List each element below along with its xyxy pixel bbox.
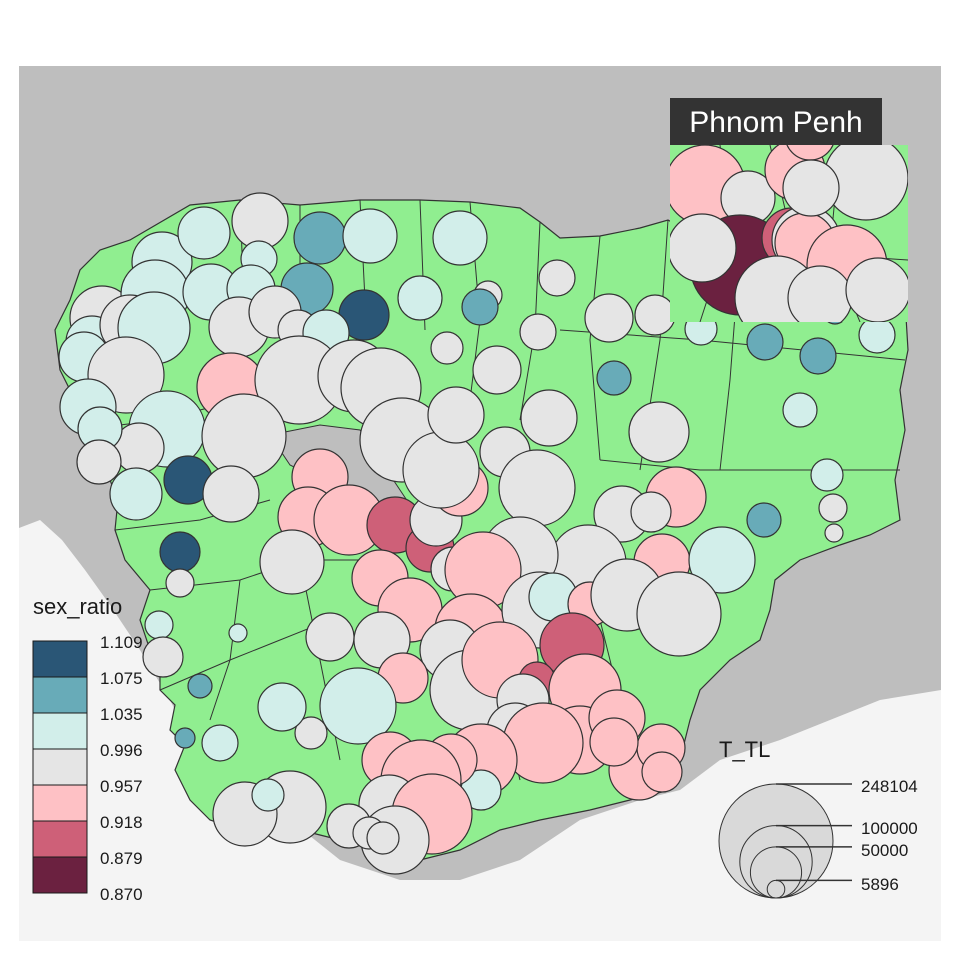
color-legend-swatch <box>32 676 88 714</box>
province-circle <box>596 360 632 396</box>
size-legend-label: 248104 <box>861 777 918 796</box>
color-legend-label: 1.109 <box>100 633 143 652</box>
province-circle <box>76 439 122 485</box>
province-circle <box>461 288 499 326</box>
color-legend-swatch <box>32 712 88 750</box>
province-circle <box>144 610 174 640</box>
color-legend-label: 0.996 <box>100 741 143 760</box>
color-legend-swatch <box>32 640 88 678</box>
province-circle <box>187 673 213 699</box>
province-circle <box>430 331 464 365</box>
province-circle <box>366 821 400 855</box>
province-circle <box>109 467 163 521</box>
province-circle <box>305 612 355 662</box>
size-legend: T_TL 248104 100000 50000 5896 <box>718 737 918 899</box>
color-legend-label: 0.957 <box>100 777 143 796</box>
color-legend-label: 0.870 <box>100 885 143 904</box>
province-circle <box>174 727 196 749</box>
province-circle <box>342 208 398 264</box>
proportional-circles <box>58 192 896 875</box>
province-circle <box>641 751 683 793</box>
inset-circle <box>787 265 853 322</box>
color-legend-label: 1.035 <box>100 705 143 724</box>
color-legend-swatch <box>32 856 88 894</box>
province-circle <box>584 293 634 343</box>
province-circle <box>432 210 488 266</box>
province-circle <box>746 323 784 361</box>
province-circle <box>634 294 676 336</box>
province-circle <box>427 386 485 444</box>
province-circle <box>177 206 231 260</box>
province-circle <box>201 724 239 762</box>
province-circle <box>159 531 201 573</box>
province-circle <box>519 313 557 351</box>
province-circle <box>824 523 844 543</box>
inset-circles <box>670 145 908 322</box>
province-circle <box>228 623 248 643</box>
province-circle <box>498 449 576 527</box>
province-circle <box>630 491 672 533</box>
color-legend-swatch <box>32 784 88 822</box>
province-circle <box>165 568 195 598</box>
color-legend-label: 0.879 <box>100 849 143 868</box>
inset-circle <box>670 213 737 283</box>
province-circle <box>202 465 260 523</box>
province-circle <box>201 393 287 479</box>
size-legend-label: 50000 <box>861 841 908 860</box>
province-circle <box>589 717 639 767</box>
color-legend-swatch <box>32 748 88 786</box>
province-circle <box>472 345 522 395</box>
province-circle <box>259 529 325 595</box>
inset-phnom-penh: Phnom Penh <box>670 98 908 322</box>
province-circle <box>628 401 690 463</box>
province-circle <box>782 392 818 428</box>
color-legend-swatch <box>32 820 88 858</box>
inset-title: Phnom Penh <box>689 106 862 139</box>
province-circle <box>688 526 756 594</box>
province-circle <box>251 778 285 812</box>
province-circle <box>799 337 837 375</box>
inset-header <box>670 98 882 145</box>
color-legend-label: 0.918 <box>100 813 143 832</box>
inset-circle <box>845 257 908 322</box>
province-circle <box>520 389 578 447</box>
province-circle <box>142 636 184 678</box>
province-circle <box>397 275 443 321</box>
size-legend-label: 100000 <box>861 819 918 838</box>
province-circle <box>293 211 347 265</box>
province-circle <box>257 682 307 732</box>
province-circle <box>294 716 328 750</box>
province-circle <box>402 431 480 509</box>
province-circle <box>319 667 397 745</box>
province-circle <box>636 571 722 657</box>
color-legend: sex_ratio 1.109 1.075 1.035 0.996 0.957 0.918… <box>32 594 143 904</box>
province-circle <box>818 493 848 523</box>
color-legend-title: sex_ratio <box>33 594 122 619</box>
size-legend-label: 5896 <box>861 875 899 894</box>
province-circle <box>858 316 896 354</box>
size-legend-title: T_TL <box>719 737 770 762</box>
province-circle <box>746 502 782 538</box>
province-circle <box>810 458 844 492</box>
color-legend-label: 1.075 <box>100 669 143 688</box>
province-circle <box>538 259 576 297</box>
inset-circle <box>782 159 840 217</box>
